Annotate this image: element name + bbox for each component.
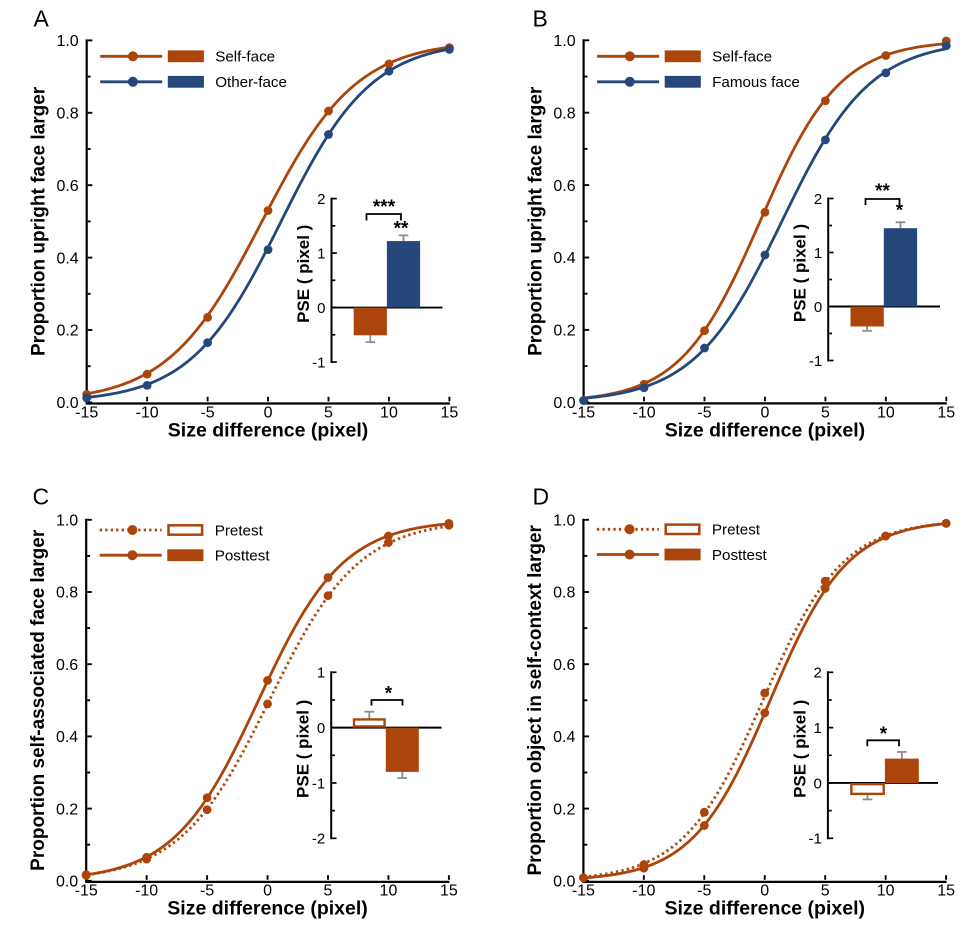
svg-text:0.6: 0.6 (553, 178, 575, 195)
svg-text:*: * (385, 684, 393, 705)
svg-text:PSE ( pixel ): PSE ( pixel ) (790, 700, 809, 798)
svg-text:1.0: 1.0 (56, 513, 78, 530)
svg-text:-5: -5 (200, 405, 214, 422)
svg-text:0.2: 0.2 (553, 801, 575, 818)
svg-text:0: 0 (263, 883, 272, 900)
svg-text:0.8: 0.8 (56, 106, 78, 123)
svg-text:Posttest: Posttest (712, 547, 768, 564)
svg-text:1: 1 (317, 665, 325, 682)
svg-text:0.2: 0.2 (56, 323, 78, 340)
svg-text:15: 15 (937, 405, 955, 422)
svg-text:-15: -15 (75, 883, 98, 900)
svg-text:Proportion self-associated fac: Proportion self-associated face larger (28, 529, 49, 871)
svg-text:Proportion upright face larger: Proportion upright face larger (28, 86, 49, 356)
svg-text:-15: -15 (75, 405, 98, 422)
svg-text:1: 1 (814, 245, 822, 262)
svg-text:-10: -10 (136, 405, 159, 422)
svg-text:0.0: 0.0 (56, 874, 78, 891)
svg-text:0: 0 (814, 775, 822, 792)
svg-text:0.6: 0.6 (56, 657, 78, 674)
svg-text:0.0: 0.0 (553, 874, 575, 891)
svg-text:-1: -1 (312, 354, 325, 371)
svg-text:0.8: 0.8 (553, 585, 575, 602)
svg-text:0: 0 (760, 405, 769, 422)
svg-text:B: B (533, 5, 548, 31)
svg-text:0.4: 0.4 (56, 729, 78, 746)
svg-text:-5: -5 (200, 883, 214, 900)
svg-text:*: * (880, 724, 888, 745)
svg-text:Famous face: Famous face (712, 74, 800, 91)
svg-text:Pretest: Pretest (712, 522, 761, 539)
svg-text:**: ** (394, 219, 409, 240)
svg-text:0.6: 0.6 (56, 178, 78, 195)
svg-text:Posttest: Posttest (215, 548, 271, 565)
svg-text:10: 10 (380, 405, 398, 422)
svg-text:Size difference (pixel): Size difference (pixel) (665, 898, 865, 920)
svg-text:10: 10 (380, 883, 398, 900)
svg-text:-2: -2 (312, 831, 325, 848)
svg-text:0: 0 (760, 883, 769, 900)
svg-text:*: * (896, 201, 904, 222)
svg-text:15: 15 (441, 405, 459, 422)
svg-text:5: 5 (821, 405, 830, 422)
svg-text:-5: -5 (697, 405, 711, 422)
svg-text:-1: -1 (809, 831, 822, 848)
svg-text:Self-face: Self-face (712, 49, 772, 66)
svg-text:0.2: 0.2 (553, 323, 575, 340)
svg-text:Self-face: Self-face (215, 49, 275, 66)
svg-text:10: 10 (877, 883, 895, 900)
svg-text:2: 2 (814, 191, 822, 208)
svg-text:C: C (33, 484, 50, 510)
svg-text:-1: -1 (312, 775, 325, 792)
svg-text:Proportion object in self-cont: Proportion object in self-context larger (525, 524, 546, 875)
svg-text:Other-face: Other-face (215, 74, 287, 91)
svg-text:15: 15 (440, 883, 458, 900)
svg-text:5: 5 (324, 405, 333, 422)
svg-text:0.4: 0.4 (553, 250, 575, 267)
svg-text:15: 15 (937, 883, 955, 900)
svg-text:Size difference (pixel): Size difference (pixel) (665, 420, 865, 442)
svg-text:D: D (533, 484, 550, 510)
svg-text:5: 5 (821, 883, 830, 900)
svg-text:-15: -15 (572, 883, 595, 900)
svg-text:0.4: 0.4 (56, 250, 78, 267)
svg-text:-15: -15 (572, 405, 595, 422)
svg-text:-1: -1 (809, 353, 822, 370)
svg-text:0.8: 0.8 (553, 105, 575, 122)
svg-text:PSE ( pixel ): PSE ( pixel ) (294, 700, 313, 798)
svg-text:1: 1 (814, 720, 822, 737)
svg-text:Proportion upright face larger: Proportion upright face larger (525, 86, 546, 356)
svg-text:5: 5 (324, 883, 333, 900)
svg-text:A: A (34, 5, 50, 31)
svg-text:0.6: 0.6 (553, 657, 575, 674)
svg-text:0.0: 0.0 (553, 395, 575, 412)
svg-text:0.8: 0.8 (56, 585, 78, 602)
svg-text:2: 2 (814, 665, 822, 682)
svg-text:**: ** (875, 181, 890, 202)
svg-text:0: 0 (317, 300, 325, 317)
svg-text:2: 2 (317, 191, 325, 208)
svg-text:PSE ( pixel ): PSE ( pixel ) (791, 224, 810, 322)
svg-text:0: 0 (264, 405, 273, 422)
svg-text:***: *** (373, 197, 396, 218)
svg-text:-10: -10 (632, 883, 655, 900)
svg-text:0.4: 0.4 (553, 729, 575, 746)
svg-text:0: 0 (317, 720, 325, 737)
svg-text:1.0: 1.0 (56, 33, 78, 50)
svg-text:1.0: 1.0 (553, 513, 575, 530)
svg-text:1: 1 (317, 245, 325, 262)
svg-text:0.2: 0.2 (56, 801, 78, 818)
svg-text:PSE ( pixel ): PSE ( pixel ) (294, 225, 313, 323)
svg-text:0: 0 (814, 299, 822, 316)
svg-text:-10: -10 (632, 405, 655, 422)
svg-text:0.0: 0.0 (56, 395, 78, 412)
svg-text:Size difference (pixel): Size difference (pixel) (167, 898, 367, 920)
svg-text:10: 10 (877, 405, 895, 422)
svg-text:1.0: 1.0 (553, 33, 575, 50)
svg-text:-5: -5 (697, 883, 711, 900)
svg-text:Size difference (pixel): Size difference (pixel) (168, 420, 368, 442)
svg-text:-10: -10 (135, 883, 158, 900)
svg-text:Pretest: Pretest (215, 522, 264, 539)
